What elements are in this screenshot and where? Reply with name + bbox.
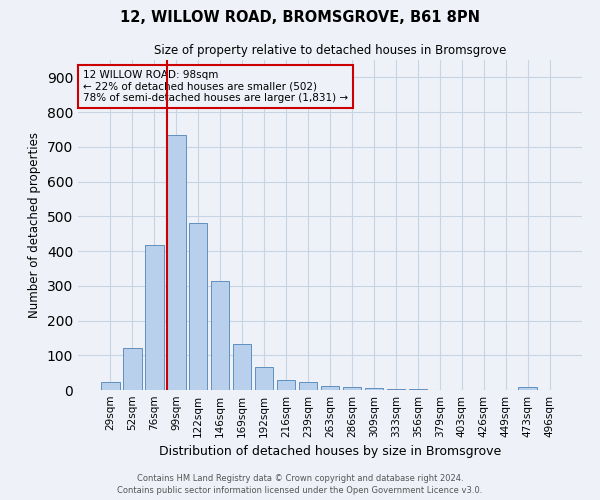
Bar — [277, 380, 295, 390]
Y-axis label: Number of detached properties: Number of detached properties — [28, 132, 41, 318]
Bar — [233, 344, 251, 390]
Bar — [189, 224, 208, 390]
Text: Contains HM Land Registry data © Crown copyright and database right 2024.
Contai: Contains HM Land Registry data © Crown c… — [118, 474, 482, 495]
Bar — [123, 348, 142, 390]
Bar — [299, 382, 317, 390]
X-axis label: Distribution of detached houses by size in Bromsgrove: Distribution of detached houses by size … — [159, 446, 501, 458]
Bar — [343, 387, 361, 390]
Title: Size of property relative to detached houses in Bromsgrove: Size of property relative to detached ho… — [154, 44, 506, 58]
Bar — [167, 136, 185, 390]
Text: 12, WILLOW ROAD, BROMSGROVE, B61 8PN: 12, WILLOW ROAD, BROMSGROVE, B61 8PN — [120, 10, 480, 25]
Text: 12 WILLOW ROAD: 98sqm
← 22% of detached houses are smaller (502)
78% of semi-det: 12 WILLOW ROAD: 98sqm ← 22% of detached … — [83, 70, 348, 103]
Bar — [386, 388, 405, 390]
Bar — [320, 386, 340, 390]
Bar — [211, 280, 229, 390]
Bar — [365, 388, 383, 390]
Bar — [101, 382, 119, 390]
Bar — [518, 386, 537, 390]
Bar — [145, 245, 164, 390]
Bar — [255, 368, 274, 390]
